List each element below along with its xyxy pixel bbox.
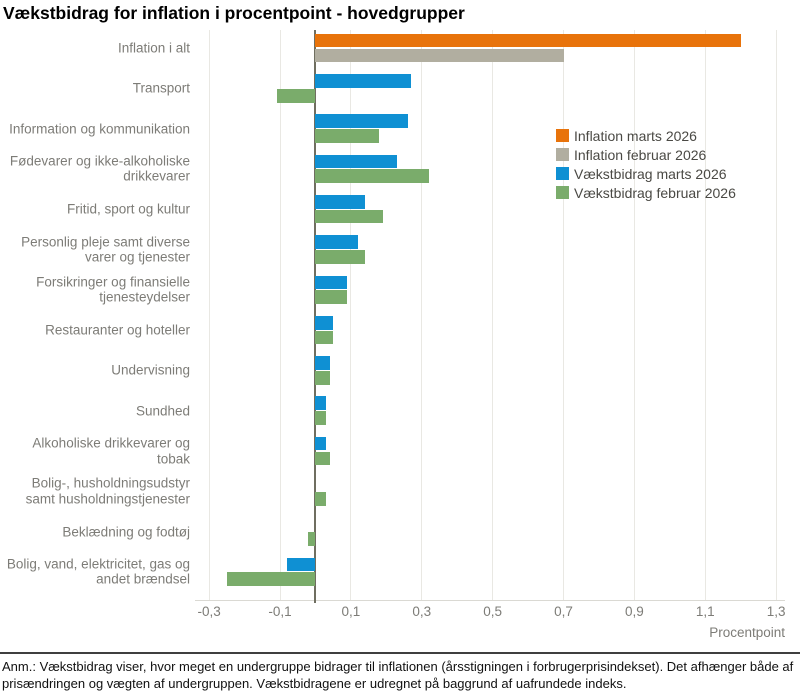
category-label: Inflation i alt [117, 40, 190, 56]
footnote-divider [0, 652, 800, 654]
category-label: Personlig pleje samt diverse varer og tj… [21, 234, 190, 265]
x-tick-label: -0,1 [268, 604, 292, 619]
legend-label: Vækstbidrag marts 2026 [574, 165, 727, 182]
x-tick-label: 1,1 [695, 604, 715, 619]
bar [315, 169, 429, 184]
legend-swatch-icon [556, 167, 569, 180]
bar [308, 532, 316, 546]
x-tick-label: 0,9 [625, 604, 644, 619]
category-label: Sundhed [135, 402, 190, 418]
bar [276, 88, 316, 103]
gridline [208, 30, 210, 600]
gridline [421, 30, 423, 600]
legend-swatch-icon [556, 148, 569, 161]
legend-swatch-icon [556, 186, 569, 199]
bar [315, 411, 327, 425]
bar [315, 129, 380, 143]
x-tick-label: -0,3 [197, 604, 221, 619]
bar [315, 154, 397, 169]
gridline [492, 30, 494, 600]
category-label: Fritid, sport og kultur [66, 201, 190, 217]
category-label: Undervisning [111, 362, 190, 378]
bar [315, 396, 327, 411]
bar [315, 74, 412, 88]
bar [315, 451, 330, 466]
category-label: Bolig-, husholdningsudstyr samt husholdn… [25, 475, 190, 507]
x-tick-label: 0,7 [554, 604, 573, 619]
category-label: Transport [132, 80, 190, 96]
x-tick-label: 0,5 [483, 604, 503, 619]
gridline [563, 30, 565, 600]
category-label: Bolig, vand, elektricitet, gas og andet … [6, 556, 190, 587]
bar [315, 315, 334, 330]
x-axis-label: Procentpoint [709, 625, 785, 640]
bar [315, 48, 564, 63]
legend-item: Vækstbidrag marts 2026 [556, 164, 736, 183]
bar [315, 356, 330, 370]
legend-swatch-icon [556, 129, 569, 142]
bar [315, 290, 348, 305]
category-label: Alkoholiske drikkevarer og tobak [32, 435, 190, 467]
legend-item: Inflation marts 2026 [556, 126, 736, 145]
bar [315, 436, 327, 451]
gridline [704, 30, 706, 600]
bar [315, 33, 741, 48]
legend-item: Vækstbidrag februar 2026 [556, 183, 736, 202]
bar [315, 370, 330, 385]
bar [315, 250, 366, 264]
plot-bottom-line [195, 600, 785, 601]
bar [315, 209, 383, 224]
x-tick-label: 1,3 [766, 604, 786, 619]
bar [315, 235, 358, 249]
x-tick-label: 0,1 [341, 604, 361, 619]
gridline [633, 30, 635, 600]
bar [315, 114, 408, 129]
chart-title: Vækstbidrag for inflation i procentpoint… [3, 3, 465, 23]
legend-item: Inflation februar 2026 [556, 145, 736, 164]
bar [287, 557, 316, 572]
bar [315, 330, 334, 345]
legend-label: Vækstbidrag februar 2026 [574, 184, 736, 201]
category-label: Beklædning og fodtøj [62, 523, 190, 539]
legend-label: Inflation februar 2026 [574, 146, 707, 163]
bar [226, 572, 316, 587]
legend-label: Inflation marts 2026 [574, 127, 697, 144]
category-label: Information og kommunikation [9, 120, 190, 136]
category-label: Restauranter og hoteller [45, 322, 190, 338]
category-label: Forsikringer og finansielle tjenesteydel… [36, 274, 190, 305]
gridline [279, 30, 281, 600]
footnote: Anm.: Vækstbidrag viser, hvor meget en u… [2, 659, 794, 691]
x-tick-label: 0,3 [412, 604, 432, 619]
bar [315, 275, 348, 290]
gridline [350, 30, 352, 600]
category-label: Fødevarer og ikke-alkoholiske drikkevare… [9, 153, 190, 184]
bar [315, 194, 366, 209]
gridline [775, 30, 777, 600]
legend: Inflation marts 2026 Inflation februar 20… [556, 126, 736, 202]
bar [315, 491, 327, 506]
